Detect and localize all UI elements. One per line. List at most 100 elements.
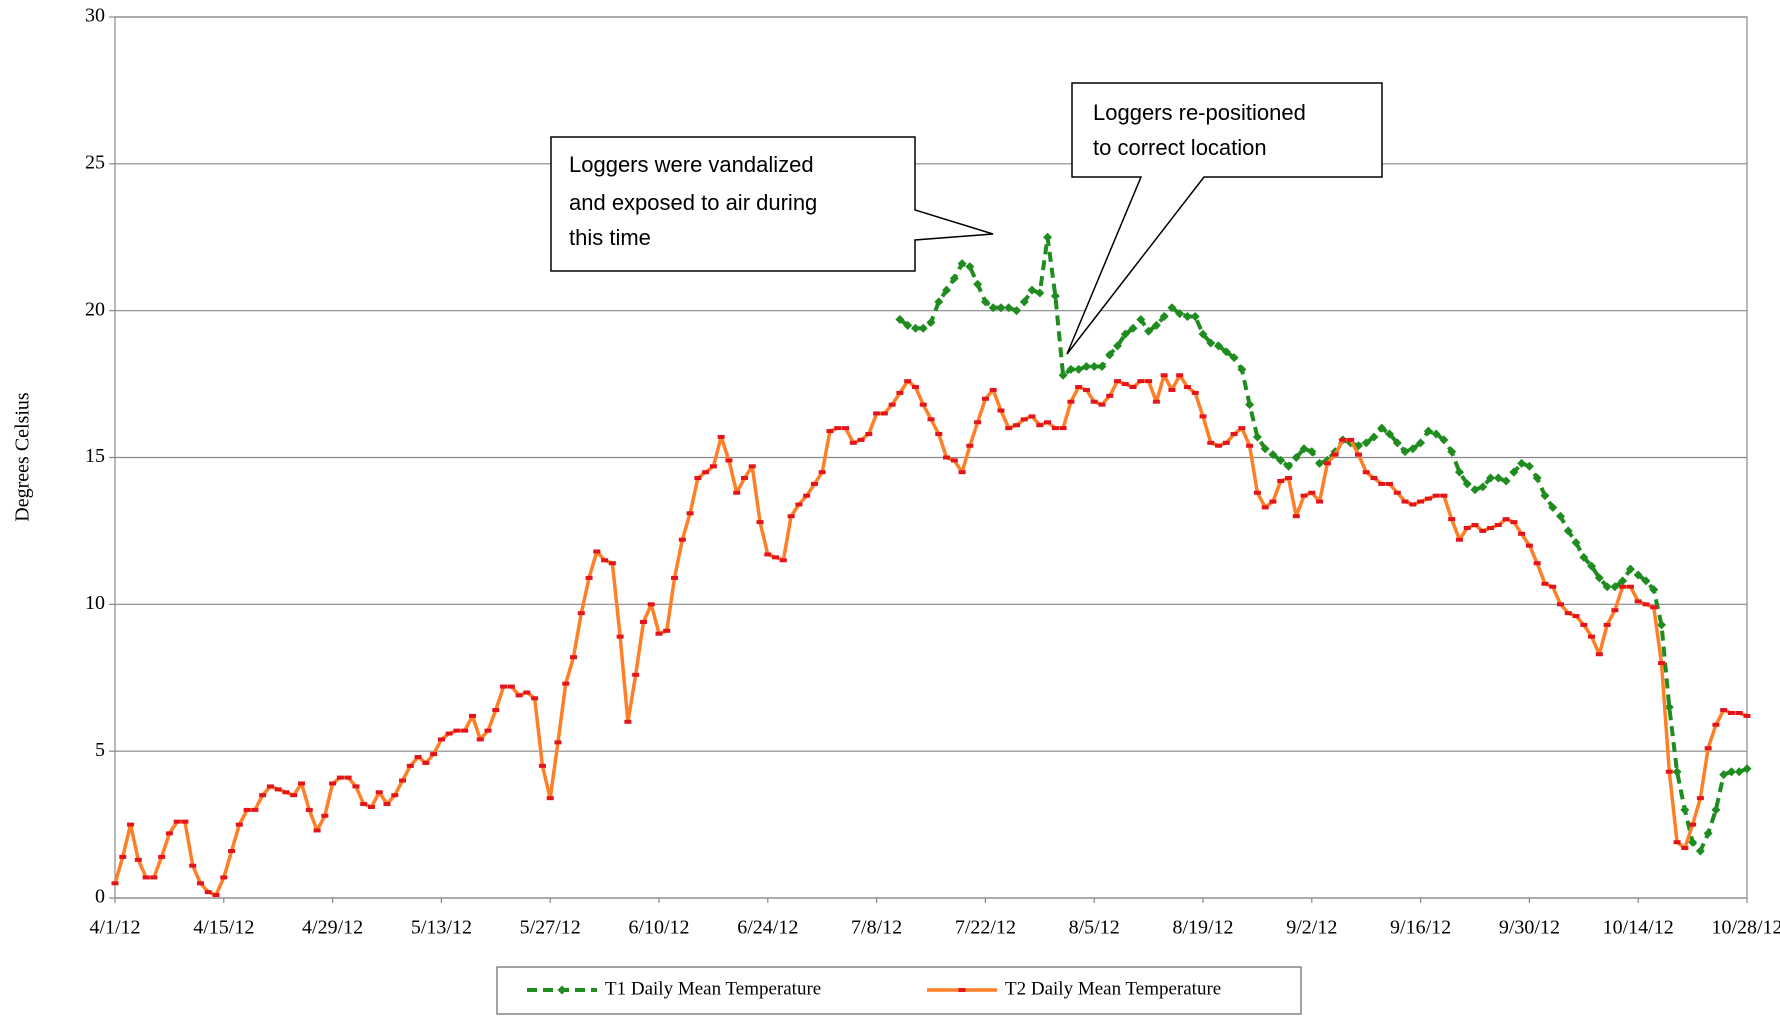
data-point — [1292, 514, 1300, 519]
data-point — [1339, 437, 1347, 442]
data-point — [1509, 467, 1519, 477]
data-point — [1284, 476, 1292, 481]
data-point — [1145, 379, 1153, 384]
data-point — [1664, 702, 1674, 712]
data-point — [1665, 769, 1673, 774]
data-point — [926, 317, 936, 327]
data-point — [1393, 490, 1401, 495]
data-point — [1066, 364, 1076, 374]
x-tick-label: 10/28/12 — [1711, 917, 1780, 939]
data-point — [127, 822, 135, 827]
data-point — [523, 690, 531, 695]
data-point — [1727, 710, 1735, 715]
y-tick-label: 10 — [85, 592, 105, 614]
data-point — [1455, 537, 1463, 542]
data-point — [1533, 561, 1541, 566]
y-tick-label: 5 — [95, 739, 105, 761]
callout-text: this time — [569, 225, 651, 250]
data-point — [1370, 476, 1378, 481]
data-point — [1695, 846, 1705, 856]
data-point — [1571, 538, 1581, 548]
data-point — [1377, 423, 1387, 433]
data-point — [1005, 426, 1013, 431]
data-point — [810, 481, 818, 486]
data-point — [468, 713, 476, 718]
data-point — [1493, 473, 1503, 483]
data-point — [997, 408, 1005, 413]
data-point — [1417, 499, 1425, 504]
data-point — [1043, 232, 1053, 242]
data-point — [1160, 373, 1168, 378]
data-point — [189, 863, 197, 868]
data-point — [896, 390, 904, 395]
data-point — [725, 458, 733, 463]
data-point — [1378, 481, 1386, 486]
data-point — [950, 458, 958, 463]
x-tick-label: 9/2/12 — [1286, 917, 1337, 939]
legend-label: T2 Daily Mean Temperature — [1005, 978, 1221, 999]
data-point — [974, 420, 982, 425]
data-point — [593, 549, 601, 554]
data-point — [1299, 444, 1309, 454]
y-tick-label: 25 — [85, 151, 105, 173]
data-point — [1246, 443, 1254, 448]
data-point — [570, 655, 578, 660]
data-point — [507, 684, 515, 689]
data-point — [1238, 426, 1246, 431]
data-point — [1517, 458, 1527, 468]
data-point — [1190, 312, 1200, 322]
data-point — [1579, 552, 1589, 562]
data-point — [918, 323, 928, 333]
data-point — [1611, 608, 1619, 613]
data-point — [173, 819, 181, 824]
data-point — [1657, 620, 1667, 630]
data-point — [1323, 461, 1331, 466]
data-point — [515, 693, 523, 698]
data-point — [1440, 493, 1448, 498]
data-point — [1105, 350, 1115, 360]
data-point — [1012, 423, 1020, 428]
data-point — [1641, 576, 1651, 586]
data-point — [546, 796, 554, 801]
data-point — [942, 285, 952, 295]
data-point — [367, 804, 375, 809]
data-point — [383, 802, 391, 807]
data-point — [305, 807, 313, 812]
data-point — [1229, 353, 1239, 363]
data-point — [779, 558, 787, 563]
data-point — [1400, 447, 1410, 457]
data-point — [1650, 605, 1658, 610]
data-point — [795, 502, 803, 507]
data-point — [910, 323, 920, 333]
y-tick-label: 0 — [95, 886, 105, 908]
data-point — [1291, 453, 1301, 462]
data-point — [1447, 447, 1457, 457]
data-point — [134, 857, 142, 862]
data-point — [119, 854, 127, 859]
data-point — [1556, 602, 1564, 607]
data-point — [196, 881, 204, 886]
data-point — [1494, 523, 1502, 528]
data-point — [352, 784, 360, 789]
data-point — [1634, 599, 1642, 604]
data-point — [282, 790, 290, 795]
data-point — [274, 787, 282, 792]
data-point — [1454, 467, 1464, 477]
data-point — [1261, 505, 1269, 510]
data-point — [639, 619, 647, 624]
data-point — [1602, 582, 1612, 592]
data-point — [903, 320, 913, 330]
data-point — [1478, 482, 1488, 492]
data-point — [1114, 379, 1122, 384]
data-point — [911, 385, 919, 390]
data-point — [266, 784, 274, 789]
legend-marker — [958, 988, 966, 992]
data-point — [1137, 379, 1145, 384]
data-point — [1113, 341, 1123, 351]
x-tick-label: 8/5/12 — [1069, 917, 1120, 939]
data-point — [1618, 576, 1628, 586]
data-point — [212, 893, 220, 898]
data-point — [943, 455, 951, 460]
data-point — [1152, 399, 1160, 404]
data-point — [1502, 517, 1510, 522]
